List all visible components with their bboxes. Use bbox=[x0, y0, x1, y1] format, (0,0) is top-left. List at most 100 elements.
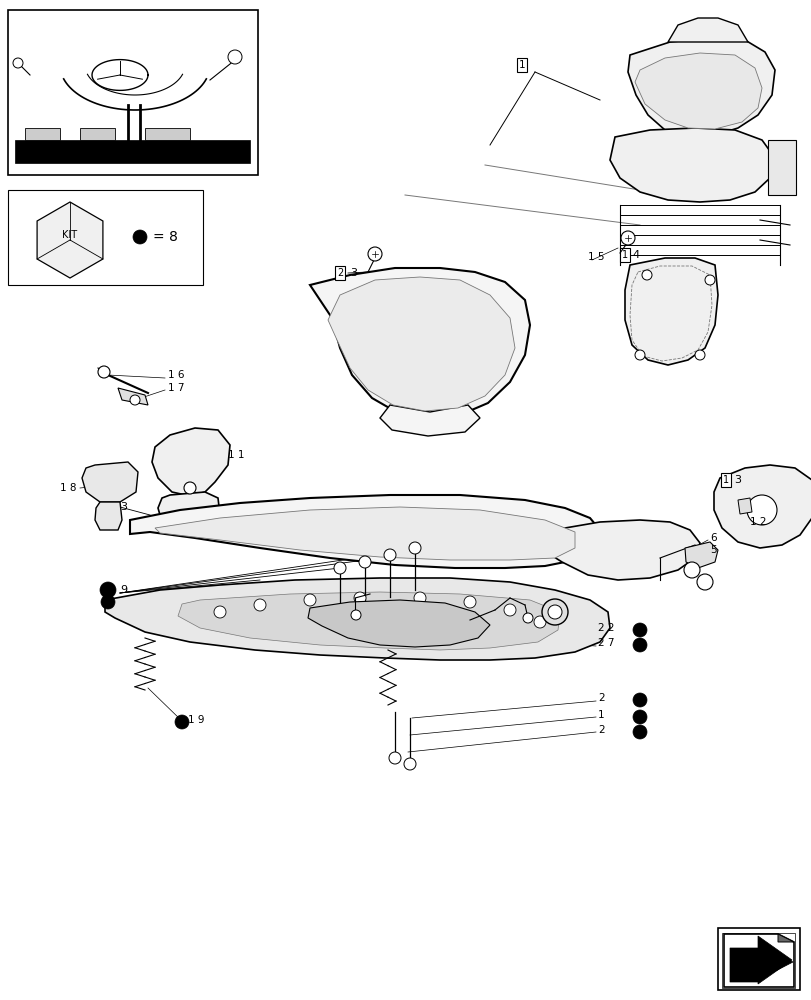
Text: 2: 2 bbox=[597, 693, 604, 703]
Polygon shape bbox=[624, 258, 717, 365]
Text: 9: 9 bbox=[120, 585, 127, 595]
Bar bbox=[8, 190, 203, 285]
Circle shape bbox=[547, 605, 561, 619]
Circle shape bbox=[133, 230, 147, 244]
Circle shape bbox=[367, 247, 381, 261]
Polygon shape bbox=[530, 520, 699, 580]
Text: 3: 3 bbox=[120, 502, 127, 512]
Circle shape bbox=[100, 582, 116, 598]
Circle shape bbox=[254, 599, 266, 611]
Circle shape bbox=[404, 758, 415, 770]
Circle shape bbox=[633, 725, 646, 739]
Circle shape bbox=[694, 350, 704, 360]
Polygon shape bbox=[310, 268, 530, 418]
Polygon shape bbox=[25, 128, 60, 140]
Circle shape bbox=[642, 270, 651, 280]
Text: 1: 1 bbox=[518, 60, 525, 70]
Text: 1: 1 bbox=[722, 475, 728, 485]
Bar bbox=[717, 928, 799, 990]
Text: 1: 1 bbox=[597, 710, 604, 720]
Text: 1 2: 1 2 bbox=[749, 517, 766, 527]
Text: 1 8: 1 8 bbox=[60, 483, 76, 493]
Circle shape bbox=[696, 574, 712, 590]
Circle shape bbox=[350, 610, 361, 620]
Polygon shape bbox=[155, 507, 574, 560]
Text: 6: 6 bbox=[709, 533, 716, 543]
Text: 1 6: 1 6 bbox=[168, 370, 184, 380]
Text: 2: 2 bbox=[597, 725, 604, 735]
Circle shape bbox=[633, 693, 646, 707]
Circle shape bbox=[541, 599, 568, 625]
Polygon shape bbox=[380, 405, 479, 436]
Circle shape bbox=[522, 613, 532, 623]
Text: 2 7: 2 7 bbox=[597, 638, 614, 648]
Polygon shape bbox=[152, 428, 230, 496]
Circle shape bbox=[633, 623, 646, 637]
Text: 2: 2 bbox=[337, 268, 343, 278]
Circle shape bbox=[534, 616, 545, 628]
Text: 1 1: 1 1 bbox=[228, 450, 244, 460]
Bar bbox=[8, 10, 258, 175]
Text: 5: 5 bbox=[709, 545, 716, 555]
Circle shape bbox=[683, 562, 699, 578]
Circle shape bbox=[746, 495, 776, 525]
Circle shape bbox=[228, 50, 242, 64]
Circle shape bbox=[101, 595, 115, 609]
Polygon shape bbox=[118, 388, 148, 405]
Circle shape bbox=[633, 638, 646, 652]
Text: 1 9: 1 9 bbox=[188, 715, 204, 725]
Polygon shape bbox=[307, 600, 489, 647]
Polygon shape bbox=[684, 542, 717, 568]
Text: 4: 4 bbox=[631, 250, 638, 260]
Circle shape bbox=[384, 549, 396, 561]
Circle shape bbox=[98, 366, 109, 378]
Circle shape bbox=[633, 710, 646, 724]
Circle shape bbox=[634, 350, 644, 360]
Polygon shape bbox=[37, 202, 103, 278]
Polygon shape bbox=[723, 934, 793, 987]
Circle shape bbox=[175, 715, 189, 729]
Polygon shape bbox=[80, 128, 115, 140]
Circle shape bbox=[333, 562, 345, 574]
Polygon shape bbox=[15, 140, 250, 163]
Polygon shape bbox=[729, 936, 791, 984]
Circle shape bbox=[620, 231, 634, 245]
Polygon shape bbox=[713, 465, 811, 548]
Circle shape bbox=[388, 752, 401, 764]
Polygon shape bbox=[737, 498, 751, 514]
Circle shape bbox=[214, 606, 225, 618]
Polygon shape bbox=[667, 18, 747, 42]
Circle shape bbox=[184, 482, 195, 494]
Circle shape bbox=[358, 556, 371, 568]
Circle shape bbox=[130, 395, 139, 405]
Polygon shape bbox=[130, 495, 599, 568]
Polygon shape bbox=[627, 38, 774, 136]
Text: 3: 3 bbox=[733, 475, 740, 485]
Circle shape bbox=[303, 594, 315, 606]
Text: 1 5: 1 5 bbox=[587, 252, 603, 262]
Text: 3: 3 bbox=[350, 268, 357, 278]
Polygon shape bbox=[777, 934, 793, 942]
Text: 1 7: 1 7 bbox=[168, 383, 184, 393]
Circle shape bbox=[463, 596, 475, 608]
Polygon shape bbox=[82, 462, 138, 502]
Text: 4: 4 bbox=[107, 502, 113, 512]
Polygon shape bbox=[158, 492, 220, 535]
Polygon shape bbox=[732, 945, 792, 979]
Circle shape bbox=[504, 604, 515, 616]
Text: = 8: = 8 bbox=[152, 230, 178, 244]
Text: 1: 1 bbox=[621, 250, 627, 260]
Polygon shape bbox=[178, 592, 560, 650]
Text: KIT: KIT bbox=[62, 230, 78, 240]
Polygon shape bbox=[328, 277, 514, 411]
Text: 2 2: 2 2 bbox=[597, 623, 614, 633]
Polygon shape bbox=[609, 128, 774, 202]
Circle shape bbox=[354, 592, 366, 604]
Polygon shape bbox=[95, 502, 122, 530]
Circle shape bbox=[704, 275, 714, 285]
Polygon shape bbox=[634, 53, 761, 129]
Circle shape bbox=[409, 542, 420, 554]
Polygon shape bbox=[721, 933, 794, 988]
Circle shape bbox=[13, 58, 23, 68]
Polygon shape bbox=[145, 128, 190, 140]
